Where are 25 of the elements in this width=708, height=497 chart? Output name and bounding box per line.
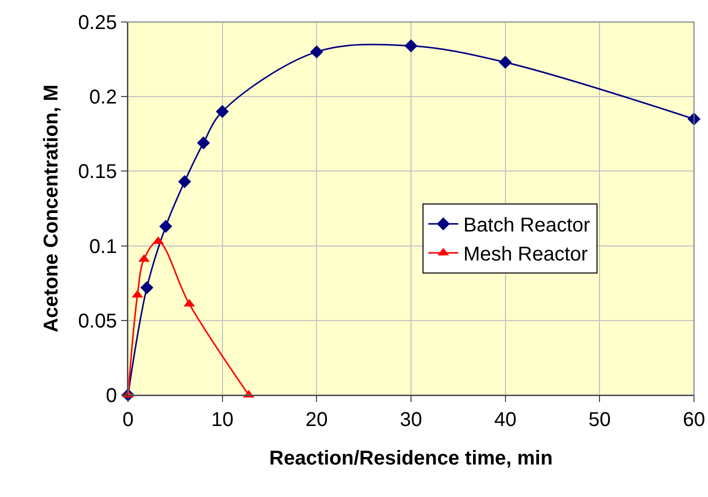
- point: [140, 281, 154, 294]
- legend-label: Mesh Reactor: [463, 244, 588, 266]
- x-tick-label: 30: [400, 409, 422, 431]
- x-tick-label: 60: [682, 409, 706, 431]
- point: [178, 175, 192, 188]
- y-tick-label: 0.15: [78, 161, 117, 184]
- point: [216, 105, 229, 118]
- y-tick-label: 0.25: [78, 12, 117, 34]
- x-tick-label: 50: [588, 409, 611, 431]
- x-tick-label: 40: [494, 409, 516, 431]
- y-tick-label: 0.05: [78, 310, 117, 332]
- x-tick-label: 20: [306, 409, 328, 431]
- point: [498, 56, 512, 69]
- y-tick-label: 0.1: [89, 236, 117, 258]
- point: [404, 39, 418, 52]
- point: [159, 220, 172, 233]
- y-tick-label: 0.2: [89, 86, 117, 109]
- legend-label: Batch Reactor: [463, 214, 590, 237]
- x-tick-label: 0: [122, 409, 134, 431]
- x-axis-title: Reaction/Residence time, min: [269, 448, 553, 470]
- point: [310, 45, 324, 58]
- y-tick-label: 0: [106, 385, 117, 407]
- y-axis-title: Acetone Concentration, M: [40, 84, 63, 332]
- x-tick-label: 10: [211, 409, 234, 431]
- point: [196, 136, 210, 150]
